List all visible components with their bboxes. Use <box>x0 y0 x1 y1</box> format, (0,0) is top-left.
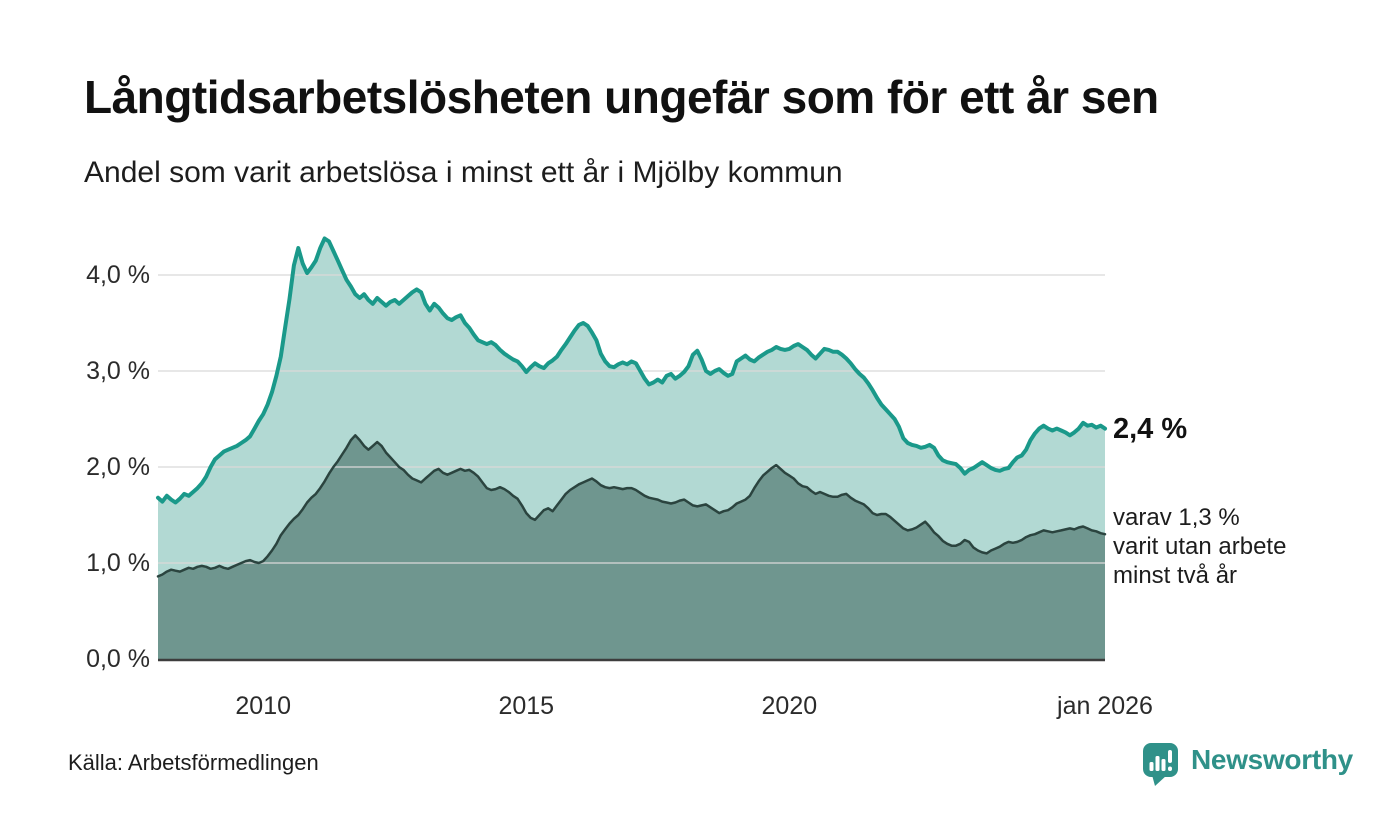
y-axis-label-0: 0,0 % <box>86 645 150 673</box>
newsworthy-logo-icon <box>1143 743 1178 786</box>
x-axis-label-2015: 2015 <box>498 692 555 720</box>
series-1-area <box>158 435 1105 659</box>
newsworthy-logo: Newsworthy <box>1141 741 1353 787</box>
y-axis-label-4: 4,0 % <box>86 261 150 289</box>
x-axis-label-2026: jan 2026 <box>1057 692 1153 720</box>
series-1-line <box>156 434 1107 578</box>
end-annotation-secondary: varav 1,3 % varit utan arbete minst två år <box>1113 503 1286 590</box>
source-credit: Källa: Arbetsförmedlingen <box>68 750 319 775</box>
end-annotation-secondary-line-1: varav 1,3 % <box>1113 504 1240 532</box>
logo-bar-medium <box>1161 759 1166 771</box>
y-axis-label-3: 3,0 % <box>86 357 150 385</box>
y-axis-label-2: 2,0 % <box>86 453 150 481</box>
newsworthy-wordmark: Newsworthy <box>1191 744 1353 775</box>
series-0-line <box>156 236 1107 505</box>
x-axis-label-2020: 2020 <box>761 692 818 720</box>
end-annotation-secondary-line-2: varit utan arbete <box>1113 533 1287 561</box>
logo-bar-tall <box>1155 756 1160 771</box>
logo-exclamation-dot <box>1168 766 1172 771</box>
x-axis-label-2010: 2010 <box>235 692 292 720</box>
page-title: Långtidsarbetslösheten ungefär som för e… <box>84 71 1159 123</box>
end-annotation-secondary-line-3: minst två år <box>1113 562 1238 590</box>
y-axis-label-1: 1,0 % <box>86 549 150 577</box>
logo-bar-small <box>1149 762 1154 771</box>
page-subtitle: Andel som varit arbetslösa i minst ett å… <box>84 156 843 189</box>
end-annotation-primary: 2,4 % <box>1113 412 1188 445</box>
logo-exclamation-bar <box>1168 750 1172 763</box>
